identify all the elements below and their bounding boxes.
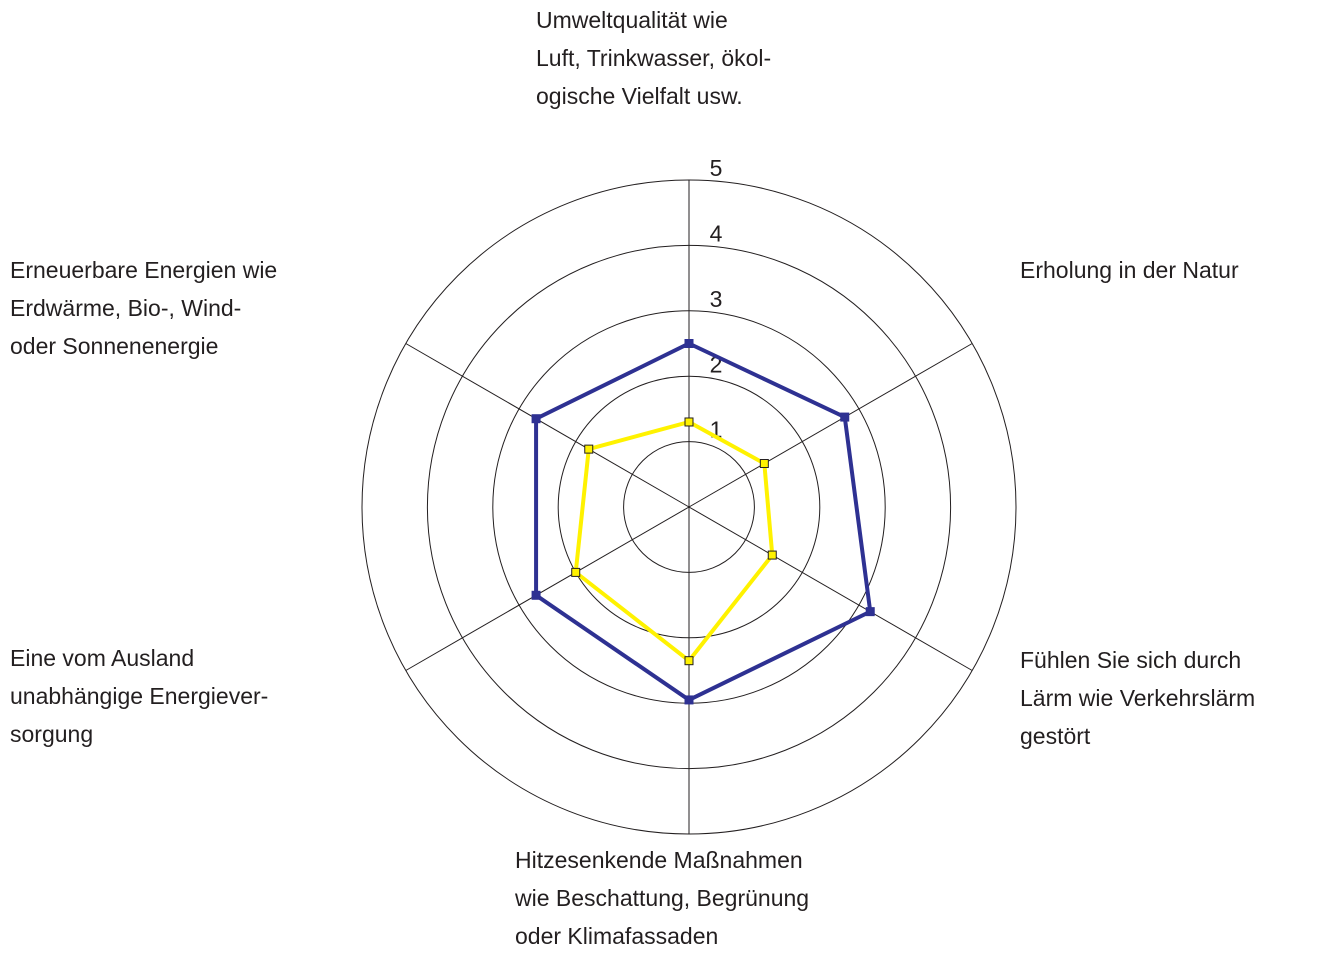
spoke (688, 506, 973, 671)
series-line (534, 341, 873, 703)
axis-label: sorgung (10, 721, 93, 747)
axis-label: oder Sonnenenergie (10, 333, 218, 359)
point-marker (865, 607, 875, 617)
axis-label: Erdwärme, Bio-, Wind- (10, 295, 241, 321)
spoke (688, 343, 973, 508)
axis-label: ogische Vielfalt usw. (536, 83, 743, 109)
point-marker (684, 417, 694, 427)
tick-label: 5 (710, 155, 723, 181)
point-marker (840, 412, 850, 422)
tick-label: 3 (710, 286, 723, 312)
axis-label: Eine vom Ausland (10, 645, 194, 671)
axis-label: Hitzesenkende Maßnahmen (515, 847, 803, 873)
spoke (405, 506, 690, 671)
point-marker (571, 567, 581, 577)
axis-label: Luft, Trinkwasser, ökol- (536, 45, 771, 71)
axis-label: oder Klimafassaden (515, 923, 718, 949)
axis-label: Umweltqualität wie (536, 7, 728, 33)
axis-label: unabhängige Energiever- (10, 683, 268, 709)
point-marker (584, 444, 594, 454)
axis-label: Erholung in der Natur (1020, 257, 1239, 283)
axis-label: Erneuerbare Energien wie (10, 257, 277, 283)
point-marker (684, 656, 694, 666)
tick-label: 4 (710, 220, 723, 246)
point-marker (684, 695, 694, 705)
axis-label: gestört (1020, 723, 1091, 749)
series-line (573, 419, 775, 664)
axis-label: Lärm wie Verkehrslärm (1020, 685, 1255, 711)
point-marker (684, 339, 694, 348)
axis-label: wie Beschattung, Begrünung (514, 885, 809, 911)
point-marker (531, 414, 541, 424)
spoke (405, 343, 690, 508)
point-marker (767, 550, 777, 560)
axis-label: Fühlen Sie sich durch (1020, 647, 1241, 673)
point-marker (759, 459, 769, 469)
point-marker (531, 590, 541, 600)
